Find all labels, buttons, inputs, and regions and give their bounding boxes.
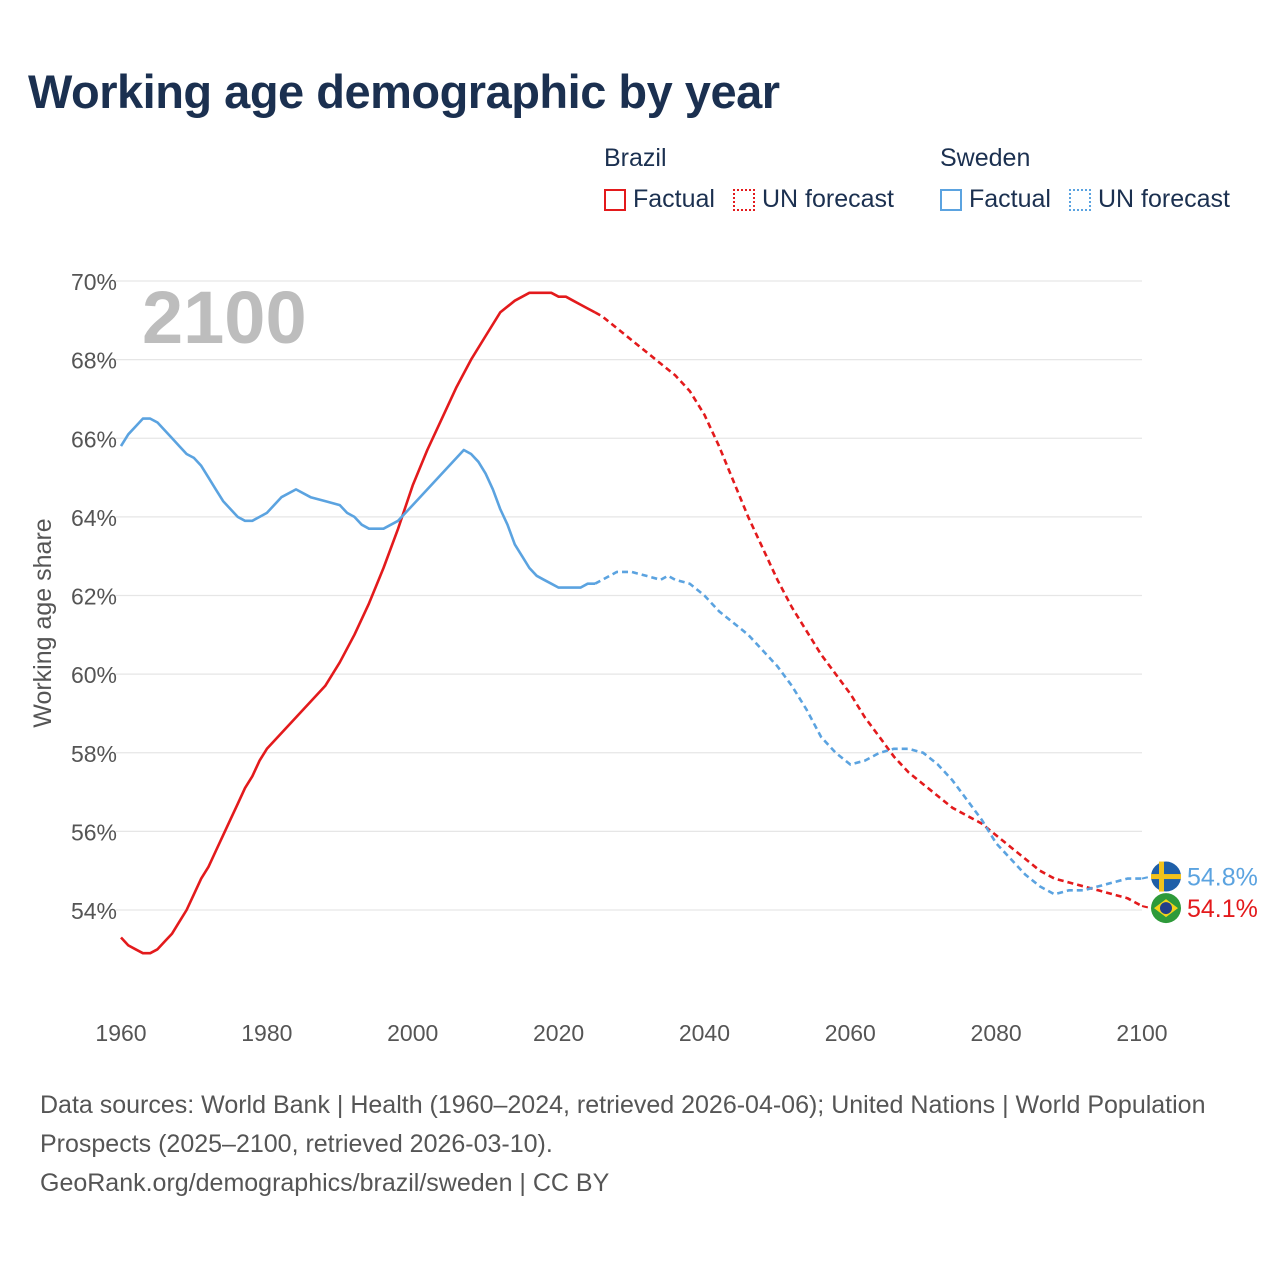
swatch-dotted-icon [1068, 188, 1091, 211]
y-tick-label: 54% [71, 898, 117, 924]
y-tick-label: 60% [71, 662, 117, 688]
legend-brazil-forecast[interactable]: UN forecast [732, 185, 894, 214]
x-tick-label: 2100 [1116, 1020, 1167, 1046]
legend-label: UN forecast [1097, 185, 1230, 213]
legend-brazil-factual[interactable]: Factual [604, 185, 715, 214]
brazil-flag-icon [1151, 893, 1181, 924]
sweden-factual-line [119, 417, 595, 589]
year-watermark: 2100 [142, 276, 307, 359]
grid [116, 280, 1142, 911]
legend-group-name: Brazil [604, 144, 667, 172]
sweden-forecast-line [594, 570, 1142, 896]
x-tick-label: 2000 [387, 1020, 438, 1046]
y-tick-label: 64% [71, 505, 117, 531]
legend-label: Factual [969, 185, 1051, 213]
brazil-end-label: 54.1% [1187, 895, 1258, 923]
y-tick-label: 70% [71, 269, 117, 295]
legend-group-brazil: Brazil Factual UN forecast [604, 144, 912, 214]
x-tick-label: 2080 [971, 1020, 1022, 1046]
y-tick-label: 62% [71, 584, 117, 610]
legend-sweden-factual[interactable]: Factual [940, 185, 1051, 214]
brazil-connector [1141, 905, 1152, 910]
swatch-dotted-icon [732, 188, 755, 211]
x-tick-label: 2060 [825, 1020, 876, 1046]
footer-credit: GeoRank.org/demographics/brazil/sweden |… [40, 1169, 610, 1197]
y-tick-label: 66% [71, 426, 117, 452]
y-tick-labels: 54% 56% 58% 60% 62% 64% 66% 68% 70% [71, 269, 117, 924]
y-tick-label: 56% [71, 819, 117, 845]
series-lines [119, 291, 1152, 955]
swatch-solid-icon [604, 188, 626, 211]
footer: Data sources: World Bank | Health (1960–… [40, 1086, 1240, 1203]
legend-group-name: Sweden [940, 144, 1031, 172]
x-tick-labels: 1960 1980 2000 2020 2040 2060 2080 2100 [95, 1020, 1167, 1046]
x-tick-label: 1960 [95, 1020, 146, 1046]
y-tick-label: 68% [71, 348, 117, 374]
x-tick-label: 2020 [533, 1020, 584, 1046]
sweden-end-label: 54.8% [1187, 864, 1258, 892]
sweden-flag-icon [1151, 861, 1181, 892]
y-axis-label: Working age share [29, 518, 57, 727]
legend-label: UN forecast [761, 185, 894, 213]
legend-label: Factual [633, 185, 715, 213]
brazil-forecast-line [594, 311, 1143, 908]
legend-group-sweden: Sweden Factual UN forecast [940, 144, 1248, 214]
brazil-factual-line [120, 291, 596, 955]
line-chart: 2100 Working age share 54% 56% 58% 60% 62% 64… [29, 269, 1258, 1046]
sweden-connector [1141, 875, 1152, 880]
x-tick-label: 1980 [241, 1020, 292, 1046]
legend-sweden-forecast[interactable]: UN forecast [1068, 185, 1230, 214]
swatch-solid-icon [940, 188, 962, 211]
y-tick-label: 58% [71, 741, 117, 767]
end-markers: 54.8% 54.1% [1151, 861, 1258, 924]
footer-sources: Data sources: World Bank | Health (1960–… [40, 1091, 1206, 1158]
x-tick-label: 2040 [679, 1020, 730, 1046]
chart-title: Working age demographic by year [28, 65, 780, 118]
